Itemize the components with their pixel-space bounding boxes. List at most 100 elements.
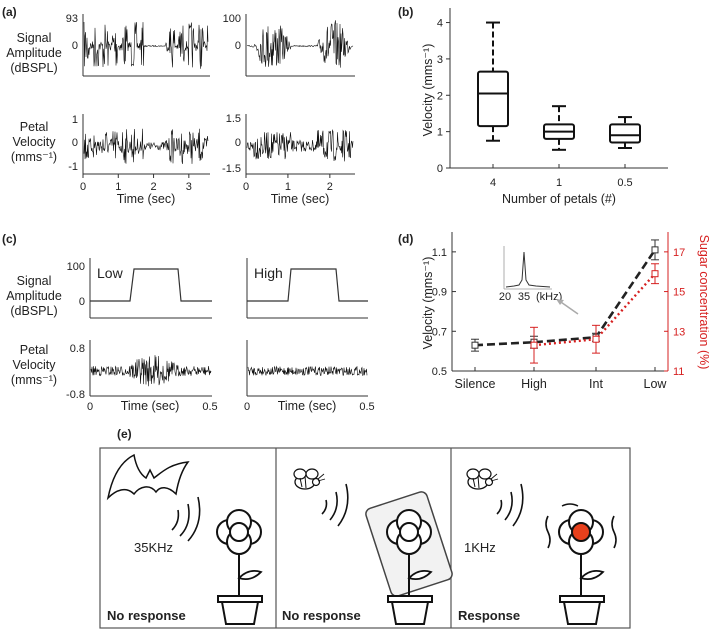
a-right-top-trace: [246, 20, 354, 68]
b-xlabel: Number of petals (#): [502, 192, 616, 206]
d-sugar-line: [533, 272, 656, 347]
e1-wave-3: [187, 496, 201, 542]
c-top-ylabel-3: (dBSPL): [10, 304, 57, 318]
d-sugar-point-1: [530, 341, 538, 349]
d-xticks: Silence High Int Low: [455, 367, 667, 391]
b-ytick-1: 1: [437, 127, 443, 139]
e3-caption: Response: [458, 608, 520, 623]
a-right-xtick-0: 0: [243, 181, 249, 193]
c-bot-ylabel-2: Velocity: [12, 358, 56, 372]
d-xtick-1: High: [521, 377, 547, 391]
b-ytick-3: 3: [437, 54, 443, 66]
panel-e-label: (e): [117, 427, 132, 441]
e3-wave-2: [504, 491, 513, 521]
d-series: [471, 239, 659, 364]
a-top-ylabel-1: Signal: [17, 31, 52, 45]
b-xtick-2: 0.5: [617, 177, 632, 189]
d-ylabel-right: Sugar concentration (%): [697, 235, 709, 370]
a-traces: [83, 20, 354, 164]
c-right-xlabel: Time (sec): [278, 399, 337, 413]
a-left-xtick-0: 0: [80, 181, 86, 193]
a-left-top-ytick-0: 93: [66, 13, 78, 25]
e1-wave-1: [171, 509, 180, 531]
e3-vibration-right: [611, 515, 617, 549]
b-xtick-1: 1: [556, 177, 562, 189]
d-ytick-1: 0.7: [432, 326, 447, 338]
d-ytick-right-2: 15: [673, 287, 685, 299]
d-ytick-right-1: 13: [673, 326, 685, 338]
b-xticks: 4 1 0.5: [490, 164, 633, 189]
c-bot-ytick-0: 0.8: [70, 343, 85, 355]
a-right-bot-trace: [246, 129, 354, 162]
c-right-xtick-1: 0.5: [359, 401, 374, 413]
d-inset-spectrum: [505, 251, 551, 288]
c-right-stimulus: [247, 268, 368, 302]
c-left-xtick-1: 0.5: [202, 401, 217, 413]
a-top-ylabel-2: Amplitude: [6, 46, 62, 60]
a-left-bot-ytick-1: 0: [72, 137, 78, 149]
a-left-top-ytick-1: 0: [72, 40, 78, 52]
c-left-xlabel: Time (sec): [121, 399, 180, 413]
c-left-stimulus: [90, 268, 212, 302]
d-velocity-line: [474, 249, 657, 347]
d-ytick-right-0: 11: [673, 366, 684, 378]
a-left-bot-ytick-0: 1: [72, 114, 78, 126]
a-right-top-ytick-0: 100: [223, 13, 241, 25]
e1-caption: No response: [107, 608, 186, 623]
b-ytick-4: 4: [437, 18, 443, 30]
a-right-xtick-1: 1: [285, 181, 291, 193]
e3-flower-icon: [558, 509, 605, 625]
c-bot-ylabel-3: (mms⁻¹): [11, 373, 57, 387]
d-sugar-point-3: [651, 270, 659, 278]
c-left-xtick-0: 0: [87, 401, 93, 413]
a-left-bot-trace: [83, 128, 209, 164]
e2-wave-2: [329, 491, 338, 521]
e1-flower-icon: [216, 509, 263, 625]
panel-d-label: (d): [398, 232, 413, 246]
a-left-xtick-3: 3: [186, 181, 192, 193]
d-velocity-point-3: [651, 246, 659, 254]
c-right-xtick-0: 0: [244, 401, 250, 413]
b-box-2: [609, 123, 641, 144]
panel-b-label: (b): [398, 5, 413, 19]
d-ytick-0: 0.5: [432, 366, 447, 378]
c-bot-ylabel-1: Petal: [20, 343, 49, 357]
bee-icon-2: [466, 468, 499, 490]
a-top-ylabel-3: (dBSPL): [10, 61, 57, 75]
d-yticks-right: 11 13 15 17: [664, 247, 685, 378]
d-inset-pointer-head: [556, 299, 564, 305]
c-top-ytick-0: 100: [67, 261, 85, 273]
a-left-bot-ytick-2: -1: [68, 161, 78, 173]
c-condition-low: Low: [97, 265, 124, 281]
a-bot-ylabel-3: (mms⁻¹): [11, 150, 57, 164]
e3-vibration-top: [561, 503, 579, 507]
a-right-bot-ytick-0: 1.5: [226, 113, 241, 125]
e-scene-3: 1KHz Response: [458, 468, 617, 625]
c-top-ylabel-2: Amplitude: [6, 289, 62, 303]
panel-a-label: (a): [2, 5, 17, 19]
bee-icon: [293, 468, 326, 490]
b-yticks: 0 1 2 3 4: [437, 18, 450, 175]
a-right-xlabel: Time (sec): [271, 192, 330, 206]
b-ytick-0: 0: [437, 163, 443, 175]
a-left-xticks: 0 1 2 3: [80, 174, 192, 193]
b-box-0: [477, 70, 509, 128]
a-right-top-ytick-1: 0: [235, 40, 241, 52]
e-scene-2: No response: [282, 468, 453, 625]
c-top-ylabel-1: Signal: [17, 274, 52, 288]
d-ytick-3: 1.1: [432, 247, 447, 259]
d-yticks: 0.5 0.7 0.9 1.1: [432, 247, 456, 378]
e1-frequency: 35KHz: [134, 540, 173, 555]
d-velocity-point-0: [471, 341, 479, 349]
e2-wave-3: [337, 483, 349, 527]
e1-wave-2: [179, 503, 190, 537]
e-frame: [99, 447, 631, 629]
a-left-xtick-1: 1: [115, 181, 121, 193]
b-ytick-2: 2: [437, 90, 443, 102]
b-xtick-0: 4: [490, 177, 496, 189]
c-traces: [90, 355, 368, 387]
a-left-top-trace: [83, 21, 209, 69]
panel-c-label: (c): [2, 232, 17, 246]
